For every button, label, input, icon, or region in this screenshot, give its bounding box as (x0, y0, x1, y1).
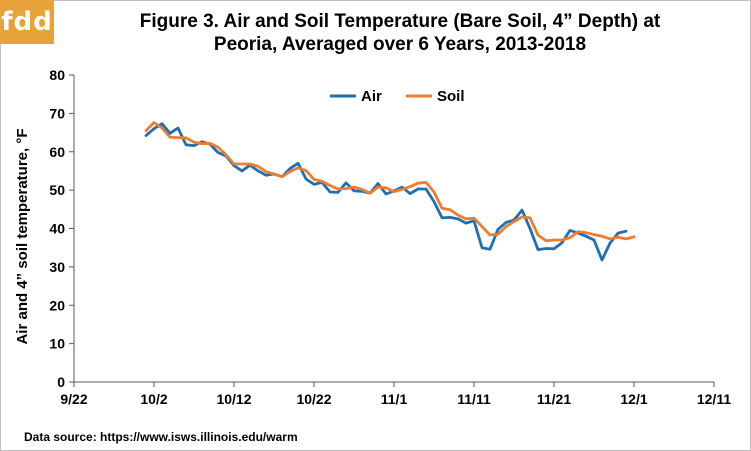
x-tick-label: 12/1 (620, 391, 647, 407)
x-tick-label: 10/22 (296, 391, 331, 407)
series-lines (144, 121, 636, 262)
y-tick-label: 50 (49, 182, 65, 198)
legend: Air Soil (330, 88, 465, 105)
x-tick-label: 10/12 (216, 391, 251, 407)
series-line-soil (144, 121, 636, 243)
y-axis-label: Air and 4” soil temperature, °F (14, 128, 31, 344)
y-tick-label: 0 (57, 374, 65, 390)
y-tick-label: 20 (49, 297, 65, 313)
x-tick-label: 11/11 (457, 391, 491, 407)
x-tick-label: 11/1 (381, 391, 408, 407)
data-source-note: Data source: https://www.isws.illinois.e… (24, 430, 298, 444)
x-tick-label: 9/22 (60, 391, 87, 407)
x-tick-label: 11/21 (537, 391, 571, 407)
x-tick-label: 10/2 (140, 391, 167, 407)
y-tick-label: 60 (49, 144, 65, 160)
chart-title-line-1: Figure 3. Air and Soil Temperature (Bare… (139, 11, 661, 32)
y-tick-label: 10 (49, 336, 65, 352)
chart-title-line-2: Peoria, Averaged over 6 Years, 2013-2018 (213, 34, 587, 55)
x-tick-label: 12/11 (697, 391, 731, 407)
y-tick-label: 40 (49, 221, 65, 237)
fdd-logo: fdd (0, 0, 54, 44)
legend-label-air: Air (361, 88, 382, 105)
legend-label-soil: Soil (437, 88, 465, 105)
chart-title: Figure 3. Air and Soil Temperature (Bare… (70, 10, 730, 56)
y-tick-label: 70 (49, 105, 65, 121)
y-tick-label: 30 (49, 259, 65, 275)
y-tick-label: 80 (49, 67, 65, 83)
